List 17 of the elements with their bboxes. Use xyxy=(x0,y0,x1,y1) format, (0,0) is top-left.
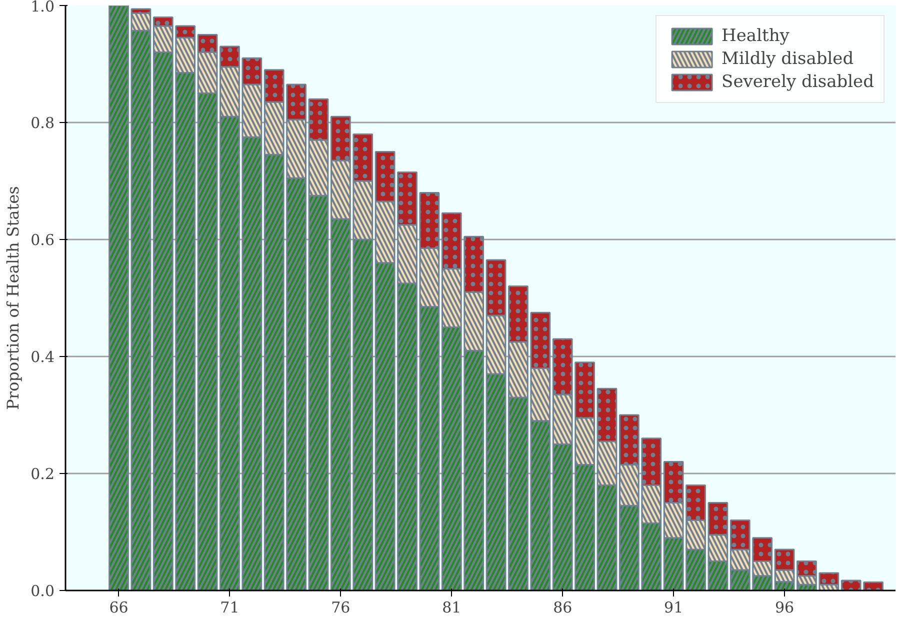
y-axis-title: Proportion of Health States xyxy=(4,186,23,410)
legend-label: Severely disabled xyxy=(722,72,874,92)
x-tick-label: 86 xyxy=(553,598,572,616)
x-tick-label: 66 xyxy=(109,598,128,616)
x-tick-label: 96 xyxy=(774,598,794,616)
legend-label: Mildly disabled xyxy=(722,49,854,69)
y-tick-label: 0.4 xyxy=(30,348,55,366)
y-tick-label: 0.8 xyxy=(30,114,55,132)
y-tick-label: 0.0 xyxy=(30,582,55,600)
x-tick-label: 81 xyxy=(442,598,462,616)
y-tick-label: 0.6 xyxy=(30,231,55,249)
x-tick-label: 71 xyxy=(220,598,240,616)
y-tick-label: 0.2 xyxy=(30,465,55,483)
y-tick-label: 1.0 xyxy=(30,0,55,16)
x-tick-label: 91 xyxy=(664,598,684,616)
x-tick-label: 76 xyxy=(331,598,350,616)
legend-label: Healthy xyxy=(722,26,790,46)
